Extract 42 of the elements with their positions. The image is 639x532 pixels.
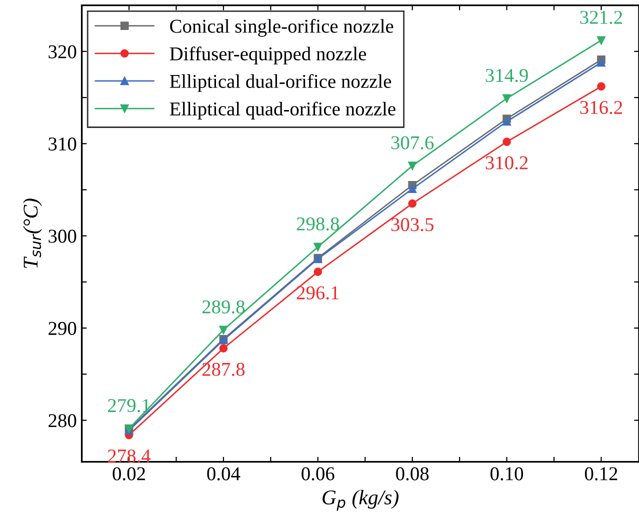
data-label: 279.1 bbox=[108, 399, 150, 412]
point bbox=[219, 344, 228, 353]
y-tick-label: 320 bbox=[48, 45, 76, 58]
data-label: 321.2 bbox=[580, 10, 622, 24]
y-axis-title: T$_{sur}$(°C) bbox=[23, 198, 42, 268]
data-label: 296.1 bbox=[296, 286, 339, 300]
x-tick-label: 0.12 bbox=[584, 467, 618, 480]
point bbox=[408, 184, 417, 193]
x-tick-label: 0.08 bbox=[396, 467, 429, 480]
point bbox=[408, 199, 417, 208]
x-tick-label: 0.02 bbox=[112, 467, 145, 480]
point bbox=[597, 58, 606, 67]
point bbox=[597, 82, 606, 91]
x-axis-title: G$_{p}$ (kg/s) bbox=[322, 490, 399, 511]
legend-label: Elliptical quad-orifice nozzle bbox=[170, 102, 396, 120]
point bbox=[597, 36, 606, 45]
legend-label: Conical single-orifice nozzle bbox=[170, 18, 394, 37]
point bbox=[408, 162, 417, 170]
data-label: 314.9 bbox=[486, 68, 528, 82]
data-label: 307.6 bbox=[391, 136, 434, 150]
data-label: 310.2 bbox=[486, 156, 528, 170]
data-label: 298.8 bbox=[296, 217, 340, 231]
data-label: 287.8 bbox=[202, 362, 245, 376]
point bbox=[502, 117, 511, 126]
x-tick-label: 0.04 bbox=[207, 467, 240, 480]
data-label: 316.2 bbox=[580, 100, 622, 114]
x-tick-label: 0.10 bbox=[490, 467, 524, 480]
point bbox=[502, 94, 511, 103]
point bbox=[314, 268, 322, 276]
data-label: 289.8 bbox=[202, 300, 245, 314]
y-tick-label: 310 bbox=[48, 137, 76, 151]
x-tick-label: 0.06 bbox=[302, 467, 334, 480]
legend-label: Elliptical dual-orifice nozzle bbox=[170, 74, 392, 92]
legend-label: Diffuser-equipped nozzle bbox=[170, 46, 366, 64]
point bbox=[314, 242, 322, 252]
point bbox=[219, 326, 228, 334]
y-tick-label: 290 bbox=[48, 322, 76, 336]
data-label: 303.5 bbox=[391, 218, 434, 232]
y-tick-label: 300 bbox=[48, 230, 76, 243]
data-label: 278.4 bbox=[108, 449, 151, 463]
point bbox=[502, 138, 511, 146]
y-tick-label: 280 bbox=[48, 414, 76, 428]
